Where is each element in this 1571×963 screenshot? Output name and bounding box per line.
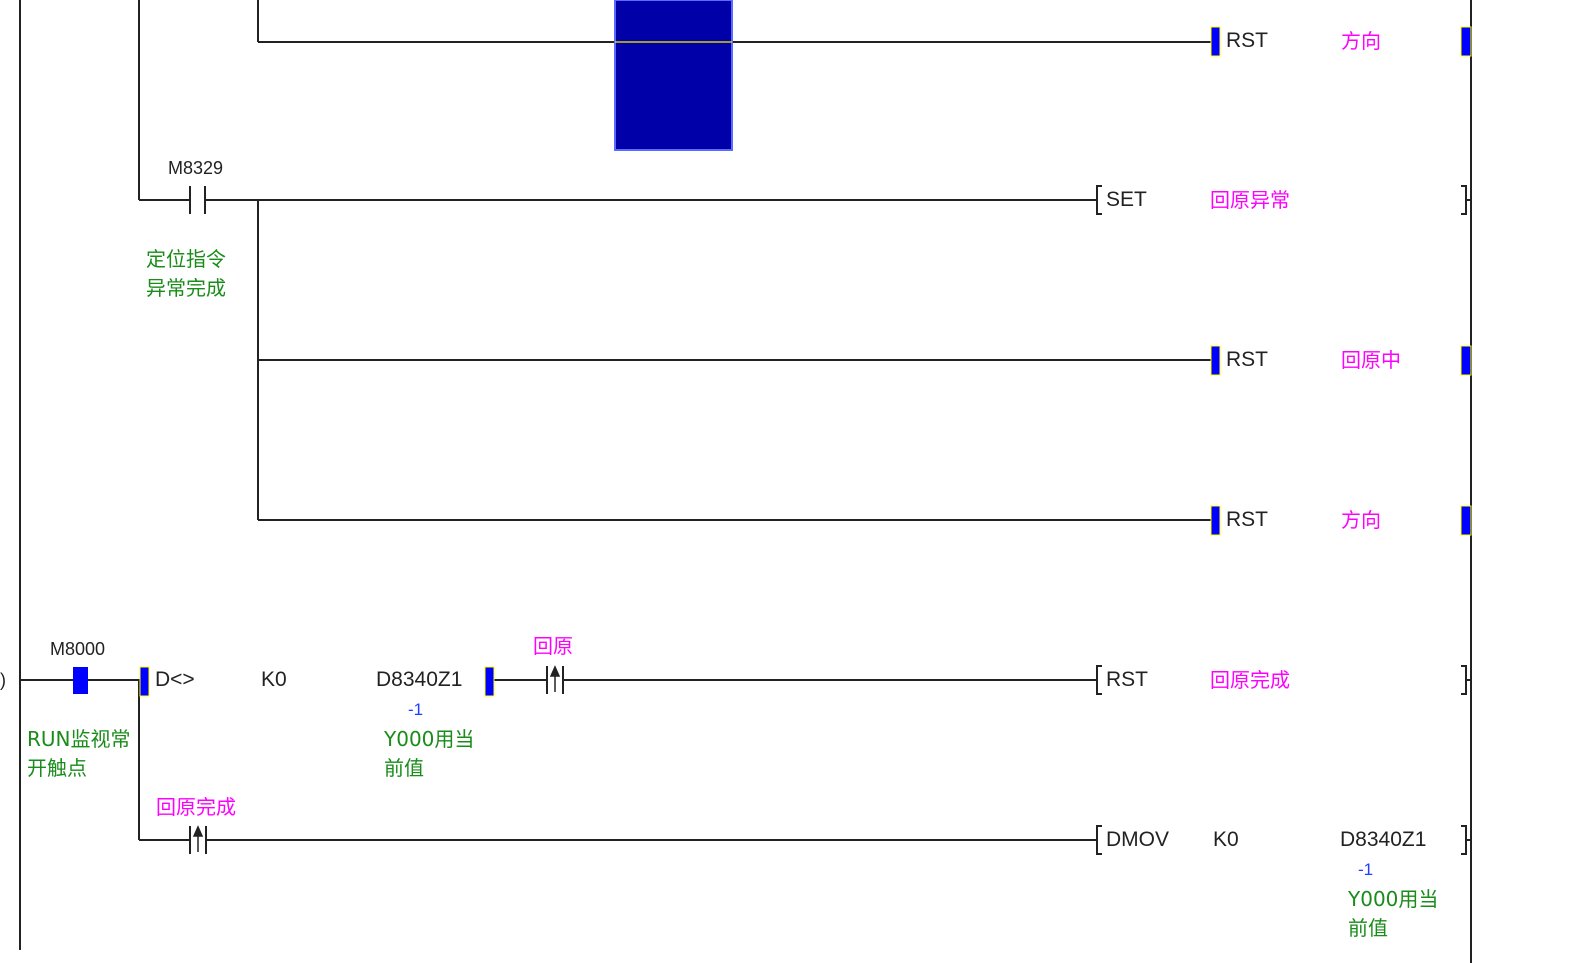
monitor-value: -1	[1358, 860, 1374, 879]
instruction-rst[interactable]: RST	[1226, 348, 1268, 371]
instruction-rst[interactable]: RST	[1226, 29, 1268, 52]
operand[interactable]: 回原异常	[1210, 188, 1290, 212]
rising-edge-contact-label[interactable]: 回原完成	[156, 795, 236, 819]
dmov-s1[interactable]: K0	[1213, 828, 1239, 851]
rising-edge-contact-label[interactable]: 回原	[533, 634, 573, 658]
instruction-set[interactable]: SET	[1106, 188, 1147, 211]
device-comment: RUN监视常 开触点	[27, 727, 131, 780]
m8000-contact-active	[73, 667, 88, 694]
active-brackets	[73, 26, 1472, 697]
operand[interactable]: 方向	[1341, 29, 1381, 53]
monitor-value: -1	[408, 700, 424, 719]
operand[interactable]: 回原完成	[1210, 668, 1290, 692]
contact-device[interactable]: M8000	[50, 639, 106, 659]
compare-operator[interactable]: D<>	[155, 668, 195, 691]
device-comment: 定位指令 异常完成	[146, 247, 226, 300]
contact-device[interactable]: M8329	[168, 158, 224, 178]
device-comment: Y000用当 前值	[384, 727, 475, 780]
cursor-block	[614, 0, 733, 151]
step-number: l)	[0, 670, 6, 690]
compare-s2[interactable]: D8340Z1	[376, 668, 463, 691]
instruction-dmov[interactable]: DMOV	[1106, 828, 1169, 851]
compare-s1[interactable]: K0	[261, 668, 287, 691]
operand[interactable]: 回原中	[1341, 348, 1401, 372]
dmov-s2[interactable]: D8340Z1	[1340, 828, 1427, 851]
instruction-rst[interactable]: RST	[1226, 508, 1268, 531]
instruction-rst[interactable]: RST	[1106, 668, 1148, 691]
device-comment: Y000用当 前值	[1348, 887, 1439, 940]
operand[interactable]: 方向	[1341, 508, 1381, 532]
